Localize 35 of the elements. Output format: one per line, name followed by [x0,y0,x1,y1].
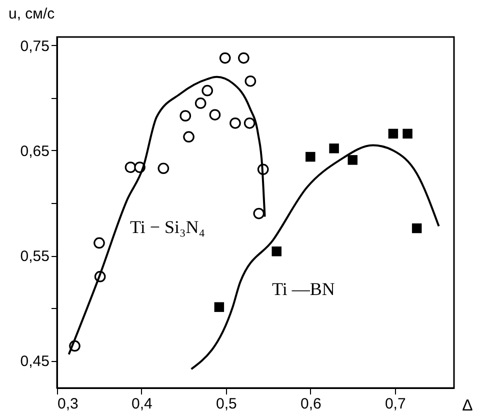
point [194,98,206,109]
series-label: Ti − Si₃N₄ [130,217,206,237]
point [202,84,214,96]
series-label: Ti —BN [272,279,335,299]
y-tick-label: 0,65 [20,142,50,160]
point [209,109,221,120]
point [214,302,224,312]
point [272,246,282,256]
x-tick-label: 0,7 [384,396,406,412]
x-axis-title: Δ [462,398,474,414]
point [412,223,422,234]
y-tick-label: 0,55 [20,248,50,266]
point [238,52,250,64]
point [158,162,170,174]
point [402,128,412,139]
point [180,110,192,122]
y-axis-title: u, см/с [8,6,56,22]
y-tick-label: 0,75 [20,38,50,55]
point [253,208,265,220]
point [244,118,256,129]
x-tick-label: 0,5 [216,396,237,412]
point [230,118,241,129]
point [124,162,136,173]
point [329,144,339,154]
point [219,52,231,64]
y-tick-label: 0,45 [20,353,50,370]
x-tick-label: 0,4 [132,396,152,412]
point [388,128,398,139]
point [348,155,358,165]
x-tick-label: 0,6 [300,396,322,412]
point [306,152,316,162]
point [244,75,256,87]
point [94,237,105,249]
point [183,131,194,142]
x-tick-label: 0,3 [58,396,78,412]
